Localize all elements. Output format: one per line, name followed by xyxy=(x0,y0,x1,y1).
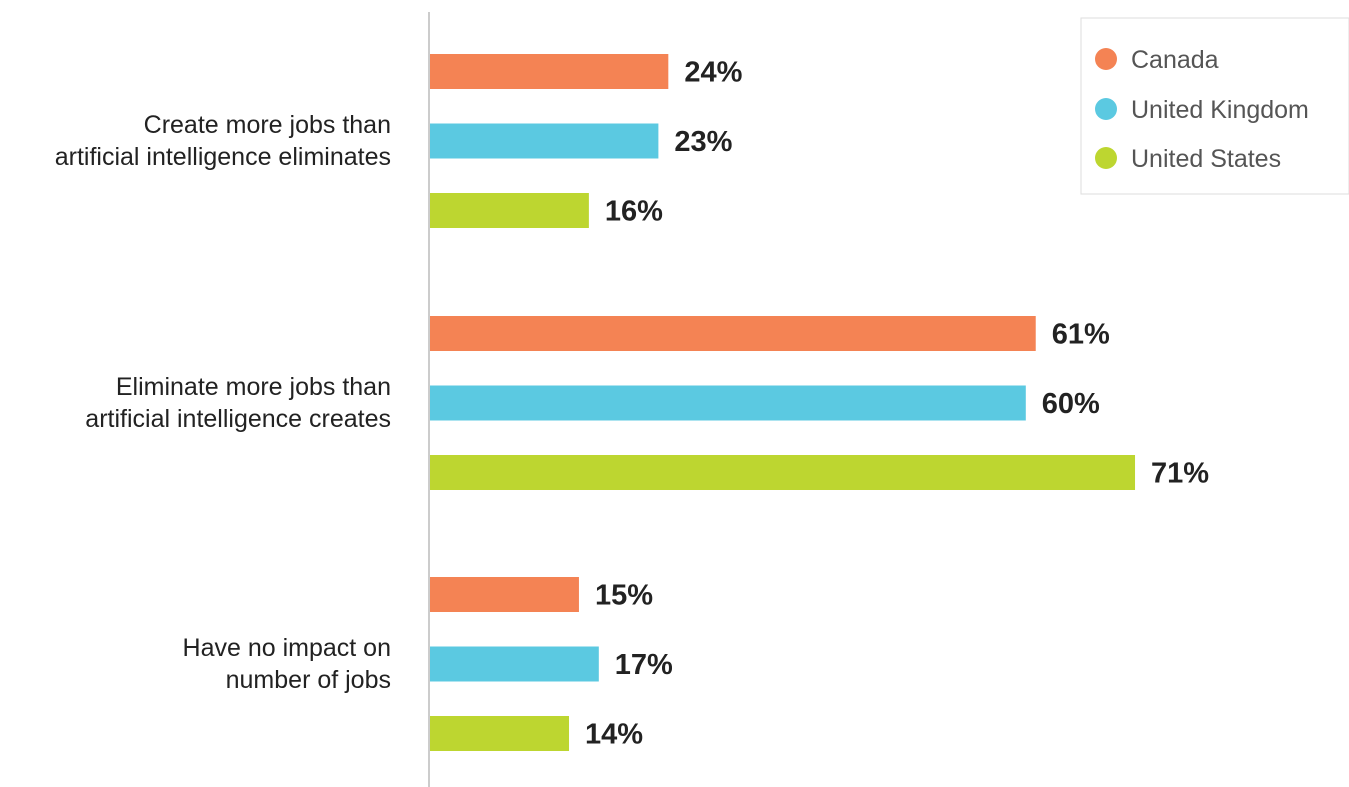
bar-united-states-2 xyxy=(430,716,570,751)
bar-united-states-1 xyxy=(430,455,1136,490)
legend-marker xyxy=(1095,147,1117,169)
value-label: 14% xyxy=(585,719,643,751)
bar-united-states-0 xyxy=(430,193,589,228)
value-label: 15% xyxy=(595,580,653,612)
legend-label: Canada xyxy=(1131,46,1219,74)
value-label: 23% xyxy=(674,126,732,158)
category-label: Have no impact on xyxy=(183,634,391,662)
category-label: number of jobs xyxy=(226,666,391,694)
category-label: artificial intelligence eliminates xyxy=(55,143,391,171)
legend-marker xyxy=(1095,98,1117,120)
legend-box xyxy=(1080,17,1349,195)
bar-canada-2 xyxy=(430,577,579,612)
bar-united-kingdom-1 xyxy=(430,385,1026,421)
category-label: artificial intelligence creates xyxy=(85,405,391,433)
bar-canada-0 xyxy=(430,54,669,89)
category-label: Create more jobs than xyxy=(144,111,391,139)
value-label: 17% xyxy=(615,649,673,681)
bar-canada-1 xyxy=(430,316,1036,351)
category-labels-group: Create more jobs than artificial intellig… xyxy=(55,111,391,694)
category-label: Eliminate more jobs than xyxy=(116,373,391,401)
legend-label: United Kingdom xyxy=(1131,96,1309,124)
value-label: 61% xyxy=(1052,319,1110,351)
bars-group: 24% 23% 16% 61% 60% 71% 15% 17% 14% xyxy=(430,54,1209,751)
bar-united-kingdom-2 xyxy=(430,646,599,682)
value-label: 60% xyxy=(1042,388,1100,420)
bar-united-kingdom-0 xyxy=(430,123,659,159)
value-label: 24% xyxy=(684,57,742,89)
legend-label: United States xyxy=(1131,145,1281,173)
value-label: 16% xyxy=(605,196,663,228)
legend: Canada United Kingdom United States xyxy=(1080,17,1349,195)
legend-marker xyxy=(1095,48,1117,70)
value-label: 71% xyxy=(1151,458,1209,490)
